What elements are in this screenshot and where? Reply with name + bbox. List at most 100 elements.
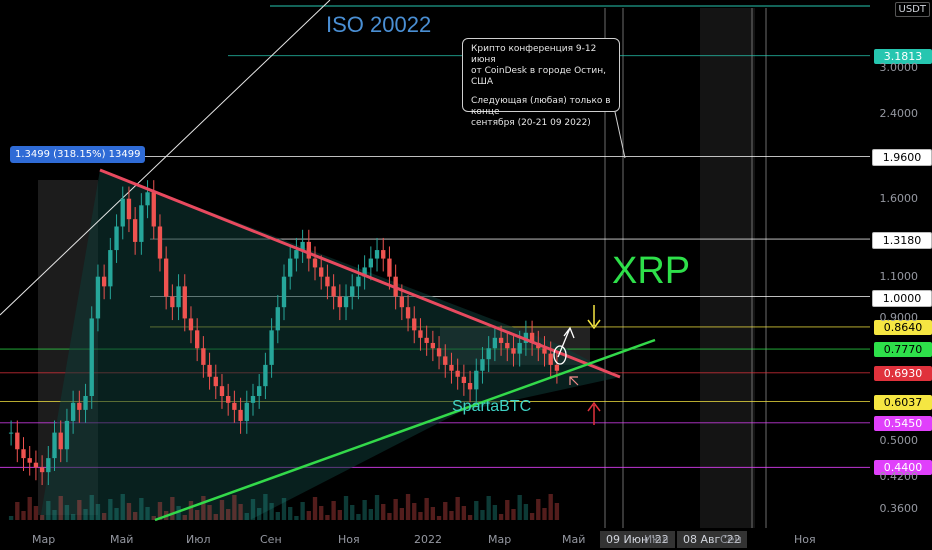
price-tag-0.4400[interactable]: 0.4400 (874, 460, 932, 476)
volume-bar-7 (52, 510, 57, 520)
candle-body-50 (319, 267, 324, 277)
volume-bar-1 (15, 502, 20, 520)
candle-body-18 (120, 198, 125, 227)
price-tag-0.6037[interactable]: 0.6037 (874, 394, 932, 410)
candle-body-22 (145, 192, 150, 206)
volume-bar-53 (337, 510, 342, 520)
candle-body-2 (21, 449, 26, 459)
volume-bar-18 (120, 494, 125, 520)
volume-bar-30 (194, 510, 200, 520)
candle-body-56 (356, 276, 361, 287)
volume-bar-38 (244, 513, 249, 520)
price-tag-1.0000[interactable]: 1.0000 (872, 289, 932, 307)
volume-bar-5 (39, 515, 45, 520)
candle-body-69 (436, 348, 442, 357)
candle-body-40 (257, 386, 262, 397)
y-tick-6: 0.4200 (879, 470, 919, 484)
callout-line-1: Крипто конференция 9-12 июня (471, 44, 597, 65)
volume-bar-61 (387, 513, 392, 520)
price-tag-0.5450[interactable]: 0.5450 (874, 415, 932, 431)
volume-bar-60 (381, 504, 386, 520)
volume-bar-71 (449, 511, 454, 520)
candle-body-41 (263, 364, 268, 387)
x-tick-0: Мар (32, 533, 56, 546)
volume-bar-17 (114, 508, 119, 520)
candle-body-61 (387, 258, 392, 277)
shade-region-right (700, 8, 755, 528)
volume-bar-24 (157, 502, 163, 520)
candle-body-13 (89, 318, 94, 397)
candle-body-4 (33, 462, 39, 468)
volume-bar-51 (325, 515, 330, 520)
price-tag-1.3180[interactable]: 1.3180 (872, 232, 932, 250)
volume-bar-48 (306, 511, 311, 520)
candle-body-80 (505, 342, 510, 349)
volume-bar-64 (405, 494, 411, 520)
volume-bar-84 (529, 513, 535, 520)
volume-bar-88 (554, 503, 560, 520)
candle-body-31 (201, 348, 206, 365)
price-tag-0.6930[interactable]: 0.6930 (874, 365, 932, 381)
triangle-fill (40, 170, 620, 520)
candle-body-27 (176, 286, 181, 308)
volume-bar-4 (33, 506, 39, 520)
candle-body-55 (350, 286, 355, 297)
candle-body-72 (455, 370, 460, 377)
iso-label: ISO 20022 (326, 12, 432, 37)
x-tick-6: Мар (488, 533, 512, 546)
volume-bar-0 (8, 516, 14, 520)
x-tick-3: Сен (260, 533, 282, 546)
volume-bar-40 (257, 508, 262, 520)
volume-bar-13 (89, 495, 94, 520)
candle-body-46 (294, 250, 299, 259)
candle-body-25 (163, 258, 169, 297)
arrow-up-icon (587, 401, 601, 425)
volume-bar-42 (269, 503, 274, 520)
y-tick-2: 1.6000 (879, 191, 919, 205)
volume-bar-46 (294, 516, 299, 520)
volume-bar-3 (27, 497, 32, 520)
volume-bar-56 (356, 514, 361, 520)
candle-body-23 (151, 192, 156, 227)
volume-bar-10 (70, 514, 76, 520)
candle-body-54 (343, 296, 349, 308)
candle-body-17 (114, 226, 119, 251)
x-tick-8: 09 Июн '22 (600, 531, 675, 548)
candle-body-79 (498, 337, 504, 343)
candle-body-38 (244, 402, 249, 421)
candle-body-87 (548, 353, 553, 365)
candle-body-44 (281, 276, 287, 308)
volume-bar-19 (126, 503, 132, 520)
price-tag-3.1813[interactable]: 3.1813 (874, 48, 932, 64)
volume-bar-12 (83, 509, 88, 520)
volume-bar-69 (436, 516, 442, 520)
candle-body-26 (170, 296, 175, 308)
measure-tooltip: 1.3499 (318.15%) 13499 (10, 146, 146, 163)
candle-body-66 (418, 330, 423, 338)
candle-body-10 (70, 402, 76, 421)
candle-body-32 (207, 364, 212, 377)
candle-body-81 (511, 348, 516, 354)
volume-bar-26 (170, 497, 175, 520)
trend-line-white (0, 0, 331, 316)
volume-bar-63 (399, 508, 405, 520)
price-tag-0.7770[interactable]: 0.7770 (874, 342, 932, 358)
candle-body-35 (226, 396, 231, 403)
callout-line-4: сентября (20-21 09 2022) (471, 118, 591, 128)
candle-body-42 (269, 330, 274, 365)
callout-line-2: от CoinDesk в городе Остин, США (471, 66, 606, 87)
candle-body-71 (449, 364, 454, 371)
candle-body-52 (331, 286, 336, 297)
price-tag-0.8640[interactable]: 0.8640 (874, 319, 932, 335)
y-tick-7: 0.3600 (879, 502, 919, 516)
candle-body-65 (412, 318, 417, 331)
volume-bar-32 (207, 505, 212, 520)
volume-bar-55 (350, 505, 355, 520)
x-tick-11: Сен (720, 533, 742, 546)
volume-bar-41 (263, 494, 268, 520)
currency-badge[interactable]: USDT (894, 2, 930, 17)
volume-bar-33 (213, 514, 218, 520)
price-tag-1.9600[interactable]: 1.9600 (872, 149, 932, 167)
volume-bar-23 (151, 516, 156, 520)
highlight-circle (553, 345, 567, 365)
